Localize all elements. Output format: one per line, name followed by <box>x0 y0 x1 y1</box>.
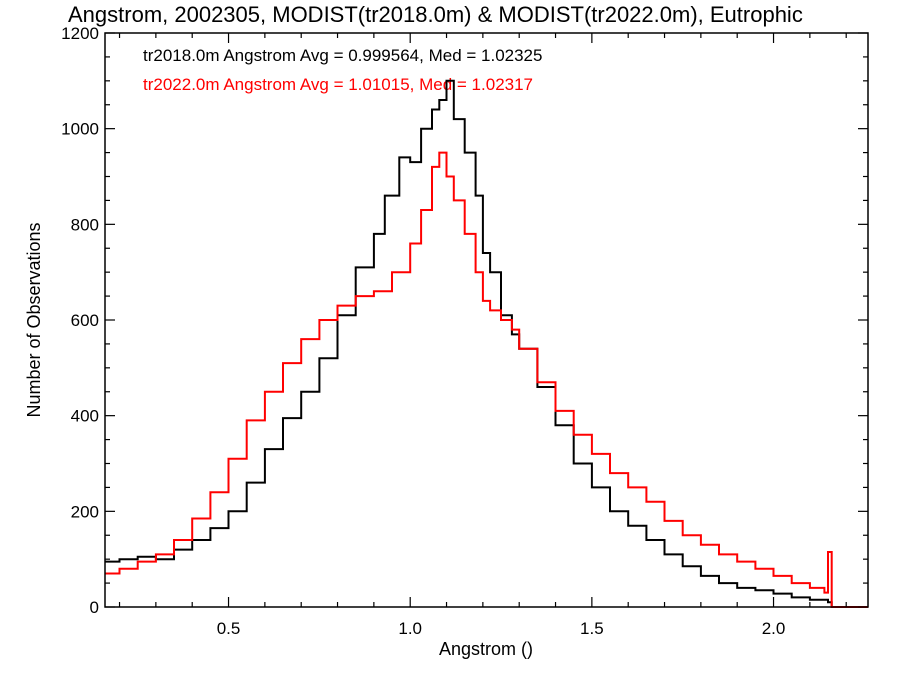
legend-entry-2: tr2022.0m Angstrom Avg = 1.01015, Med = … <box>143 75 533 94</box>
y-tick-label: 1000 <box>61 120 99 139</box>
y-axis-label: Number of Observations <box>24 222 44 417</box>
x-tick-label: 1.5 <box>580 619 604 638</box>
y-tick-label: 200 <box>71 502 99 521</box>
y-tick-label: 400 <box>71 407 99 426</box>
series-line-tr2018 <box>105 79 868 608</box>
chart-title: Angstrom, 2002305, MODIST(tr2018.0m) & M… <box>68 2 803 27</box>
y-tick-label: 600 <box>71 311 99 330</box>
plot-frame <box>104 32 869 608</box>
y-tick-label: 800 <box>71 215 99 234</box>
x-tick-label: 2.0 <box>762 619 786 638</box>
series-line-tr2022 <box>105 151 868 608</box>
y-tick-label: 1200 <box>61 24 99 43</box>
y-axis: 0 200 400 600 800 1000 1200 <box>61 24 868 617</box>
legend: tr2018.0m Angstrom Avg = 0.999564, Med =… <box>143 46 542 94</box>
y-tick-label: 0 <box>90 598 99 617</box>
x-axis-label: Angstrom () <box>439 639 533 659</box>
series-layer <box>105 79 868 608</box>
x-axis: 0.5 1.0 1.5 2.0 <box>118 33 847 638</box>
x-tick-label: 1.0 <box>398 619 422 638</box>
x-tick-label: 0.5 <box>217 619 241 638</box>
legend-entry-1: tr2018.0m Angstrom Avg = 0.999564, Med =… <box>143 46 542 65</box>
